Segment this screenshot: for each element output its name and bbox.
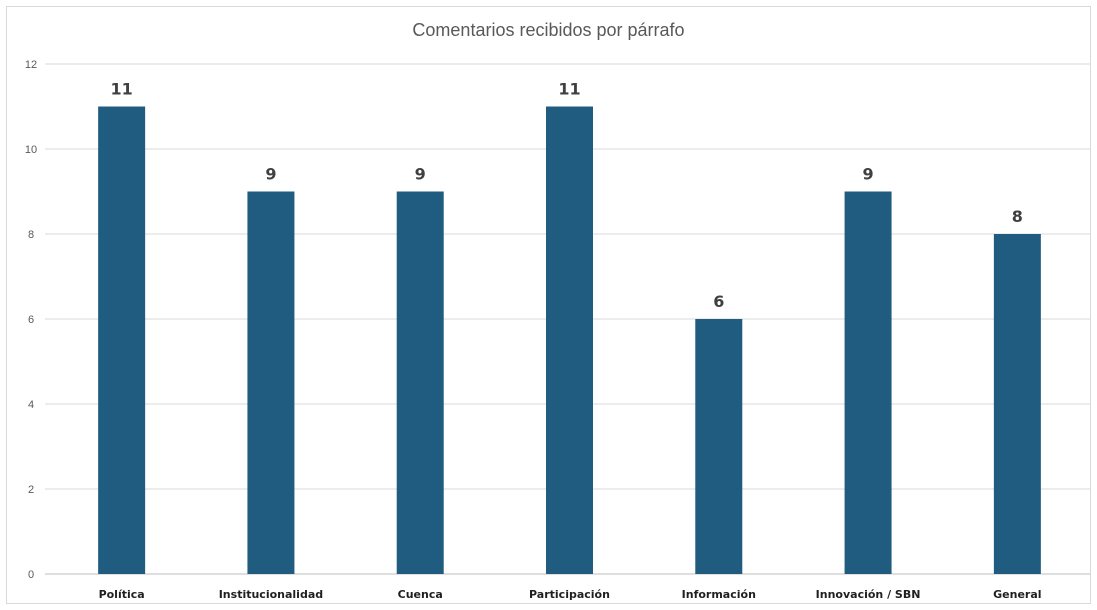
y-tick-label: 10	[25, 144, 37, 156]
bar	[98, 106, 146, 574]
category-label: Información	[682, 588, 756, 601]
category-label: Cuenca	[398, 588, 443, 601]
data-labels: 11 9 9 11 6 9 8	[111, 80, 1023, 312]
data-label: 9	[265, 165, 276, 184]
bar	[247, 191, 295, 574]
bar	[396, 191, 444, 574]
data-label: 11	[558, 80, 580, 99]
bar	[993, 234, 1041, 574]
category-label: General	[993, 588, 1041, 601]
bar	[844, 191, 892, 574]
category-label: Política	[99, 588, 145, 601]
data-label: 9	[863, 165, 874, 184]
category-label: Institucionalidad	[219, 588, 323, 601]
data-label: 9	[415, 165, 426, 184]
y-tick-label: 0	[28, 569, 34, 581]
data-label: 6	[713, 292, 724, 311]
y-tick-label: 4	[28, 399, 34, 411]
y-tick-label: 2	[28, 484, 34, 496]
category-label: Innovación / SBN	[816, 588, 921, 601]
y-tick-label: 8	[28, 229, 34, 241]
bar	[546, 106, 593, 574]
y-axis-ticks: 0 2 4 6 8 10 12	[25, 59, 37, 581]
y-tick-label: 12	[25, 59, 37, 71]
chart-title: Comentarios recibidos por párrafo	[412, 20, 685, 40]
data-label: 8	[1012, 207, 1023, 226]
bars	[98, 106, 1041, 574]
x-axis-categories: Política Institucionalidad Cuenca Participa…	[99, 588, 1042, 601]
data-label: 11	[111, 80, 133, 99]
y-tick-label: 6	[28, 314, 34, 326]
bar	[695, 319, 743, 574]
category-label: Participación	[529, 588, 610, 601]
